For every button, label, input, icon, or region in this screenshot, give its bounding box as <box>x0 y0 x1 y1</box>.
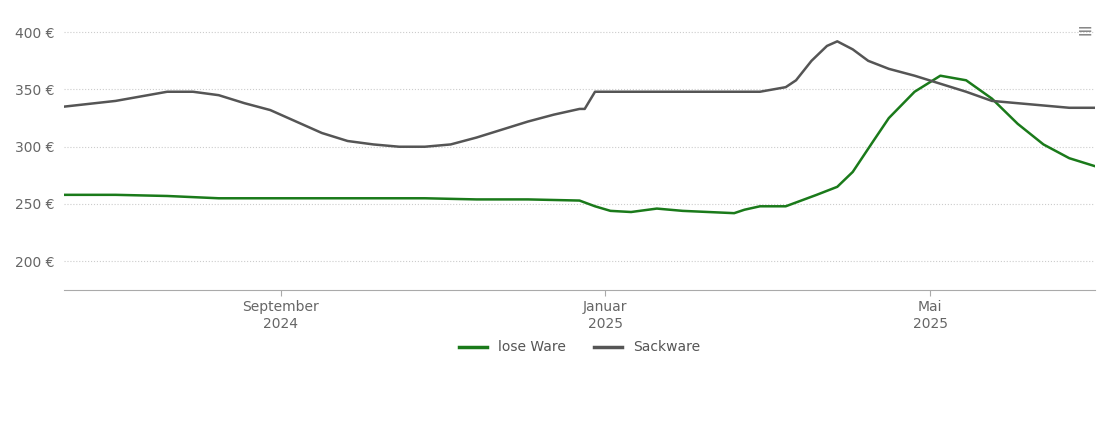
Legend: lose Ware, Sackware: lose Ware, Sackware <box>454 335 705 360</box>
Text: ≡: ≡ <box>1077 21 1093 40</box>
